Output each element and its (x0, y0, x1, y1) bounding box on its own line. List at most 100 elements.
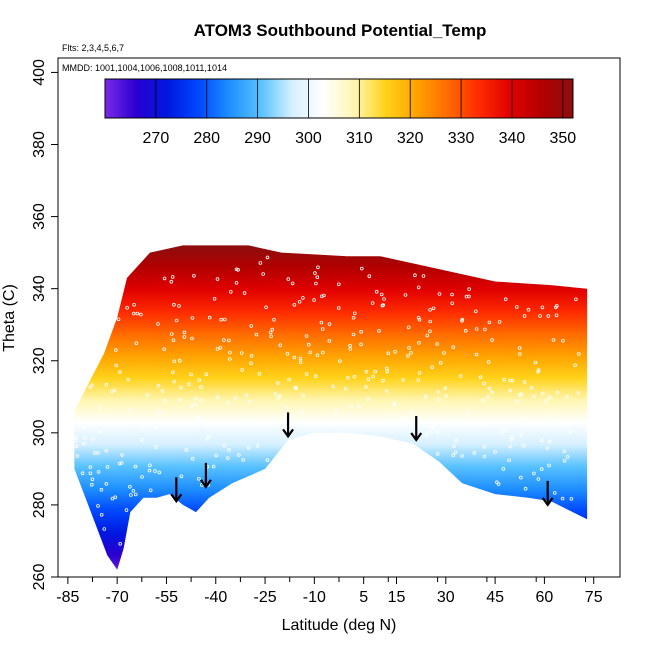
tropopause-arrows (170, 412, 554, 507)
arrow-head (410, 432, 423, 442)
observation-point (490, 338, 494, 342)
observation-point (460, 318, 464, 323)
observation-point (503, 297, 508, 302)
observation-point (218, 345, 223, 350)
observation-point (503, 428, 507, 433)
observation-point (265, 458, 270, 463)
observation-point (275, 381, 280, 385)
data-points (73, 255, 581, 546)
observation-point (373, 369, 378, 374)
observation-point (425, 333, 430, 338)
observation-point (154, 426, 159, 430)
observation-point (227, 357, 232, 361)
y-tick-label: 320 (31, 347, 48, 374)
observation-point (536, 369, 540, 374)
observation-point (544, 399, 549, 403)
observation-point (157, 410, 162, 414)
observation-point (301, 393, 305, 398)
observation-point (466, 408, 471, 413)
observation-point (393, 349, 397, 354)
observation-point (437, 292, 442, 296)
observation-point (292, 303, 297, 307)
observation-point (352, 374, 357, 379)
observation-point (546, 314, 551, 318)
observation-point (377, 329, 381, 333)
observation-point (366, 397, 370, 401)
observation-point (204, 372, 209, 377)
observation-point (417, 371, 422, 375)
observation-point (147, 468, 152, 473)
observation-point (359, 266, 364, 271)
observation-point (486, 395, 490, 400)
colorbar-bar (104, 78, 574, 119)
observation-point (187, 382, 191, 387)
observation-point (131, 488, 136, 493)
observation-point (244, 393, 249, 398)
observation-point (228, 350, 232, 355)
observation-point (241, 457, 246, 462)
observation-point (442, 351, 446, 355)
observation-point (312, 298, 316, 302)
observation-point (364, 369, 369, 374)
observation-point (172, 379, 177, 384)
observation-point (181, 419, 186, 424)
y-tick-label: 400 (31, 59, 48, 86)
observation-point (481, 398, 485, 403)
observation-point (316, 265, 320, 270)
observation-point (88, 465, 93, 469)
observation-point (413, 273, 417, 278)
observation-point (576, 352, 581, 356)
y-tick-label: 280 (31, 491, 48, 518)
observation-point (227, 447, 231, 452)
observation-point (539, 438, 544, 443)
observation-point (543, 421, 547, 426)
observation-point (471, 421, 476, 426)
observation-point (223, 317, 227, 322)
observation-point (169, 332, 174, 336)
observation-point (304, 334, 309, 338)
observation-point (284, 406, 289, 410)
observation-point (233, 395, 238, 400)
observation-point (568, 430, 573, 434)
observation-point (386, 351, 391, 356)
observation-point (348, 347, 353, 351)
observation-point (409, 413, 413, 417)
observation-point (552, 491, 557, 495)
observation-point (222, 338, 226, 342)
arrow-head (170, 493, 183, 504)
observation-point (403, 293, 408, 297)
observation-point (407, 345, 411, 350)
observation-point (428, 319, 433, 324)
observation-point (529, 385, 534, 390)
observation-point (215, 395, 220, 400)
observation-point (229, 289, 233, 294)
observation-point (518, 352, 522, 356)
observation-point (114, 348, 118, 352)
observation-point (320, 327, 325, 331)
observation-point (140, 426, 145, 431)
colorbar: 270 280 290 300 310 320 330 340 350 (104, 78, 576, 147)
observation-point (519, 433, 524, 437)
observation-point (349, 404, 354, 409)
observation-point (133, 464, 138, 469)
observation-point (189, 372, 193, 377)
observation-point (401, 419, 406, 424)
observation-point (222, 443, 227, 448)
x-tick-label: -10 (303, 589, 326, 606)
observation-point (81, 441, 86, 446)
y-tick-label: 380 (31, 131, 48, 158)
observation-point (561, 338, 565, 343)
observation-point (249, 353, 254, 358)
x-tick-label: 45 (486, 589, 504, 606)
observation-point (255, 444, 260, 448)
observation-point (555, 390, 560, 395)
observation-point (522, 314, 527, 318)
observation-point (207, 315, 212, 320)
observation-point (564, 394, 569, 399)
observation-point (76, 422, 81, 427)
observation-point (240, 368, 245, 372)
observation-point (536, 477, 541, 481)
observation-point (428, 329, 432, 334)
x-tick-label: -25 (253, 589, 276, 606)
observation-point (481, 423, 486, 428)
